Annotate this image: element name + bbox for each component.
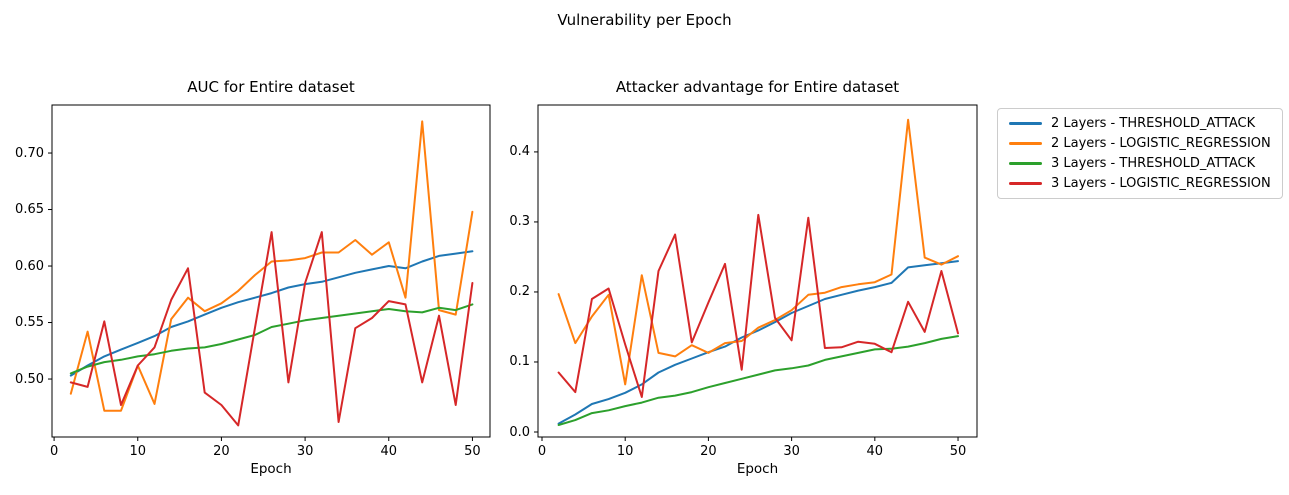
series-line bbox=[69, 231, 474, 427]
legend: 2 Layers - THRESHOLD_ATTACK 2 Layers - L… bbox=[997, 108, 1283, 199]
legend-entry: 2 Layers - THRESHOLD_ATTACK bbox=[998, 116, 1274, 131]
legend-label: 2 Layers - LOGISTIC_REGRESSION bbox=[1051, 136, 1271, 152]
axes-spines bbox=[537, 104, 978, 438]
legend-line-sample-orange bbox=[1009, 142, 1042, 146]
x-tick-label: 20 bbox=[213, 444, 230, 459]
x-tick-label: 0 bbox=[49, 444, 59, 459]
y-tick-label: 0.4 bbox=[509, 144, 530, 160]
legend-line-sample-green bbox=[1009, 161, 1042, 165]
y-tick-label: 0.70 bbox=[15, 145, 44, 161]
x-tick-label: 40 bbox=[866, 444, 884, 459]
y-tick-label: 0.0 bbox=[509, 424, 530, 440]
axes-spines bbox=[51, 104, 491, 438]
series-line bbox=[557, 335, 959, 426]
y-tick-label: 0.60 bbox=[15, 258, 44, 274]
series-line bbox=[69, 250, 474, 377]
y-tick-label: 0.50 bbox=[15, 371, 44, 387]
x-tick-label: 20 bbox=[700, 444, 717, 459]
series-line bbox=[557, 260, 959, 425]
y-tick-label: 0.1 bbox=[509, 354, 530, 370]
x-tick-label: 0 bbox=[537, 444, 547, 459]
legend-label: 3 Layers - THRESHOLD_ATTACK bbox=[1051, 155, 1256, 171]
y-tick-label: 0.3 bbox=[509, 214, 530, 230]
legend-entry: 3 Layers - LOGISTIC_REGRESSION bbox=[998, 176, 1274, 191]
legend-entry: 3 Layers - THRESHOLD_ATTACK bbox=[998, 156, 1274, 171]
x-tick-label: 30 bbox=[783, 444, 800, 459]
figure-title: Vulnerability per Epoch bbox=[557, 11, 732, 29]
legend-label: 2 Layers - THRESHOLD_ATTACK bbox=[1051, 116, 1256, 132]
legend-entry: 2 Layers - LOGISTIC_REGRESSION bbox=[998, 136, 1274, 151]
y-tick-label: 0.2 bbox=[509, 284, 530, 300]
series-line bbox=[557, 118, 959, 386]
series-line bbox=[557, 213, 959, 398]
x-tick-label: 40 bbox=[380, 444, 398, 459]
left-plot-title: AUC for Entire dataset bbox=[187, 78, 355, 96]
x-tick-label: 10 bbox=[129, 444, 147, 459]
right-plot-xlabel: Epoch bbox=[736, 461, 779, 477]
series-line bbox=[69, 303, 474, 375]
x-tick-label: 10 bbox=[616, 444, 634, 459]
left-plot-xlabel: Epoch bbox=[250, 461, 292, 477]
x-tick-label: 50 bbox=[949, 444, 967, 459]
x-tick-label: 30 bbox=[296, 444, 314, 459]
y-tick-label: 0.65 bbox=[15, 202, 44, 218]
legend-label: 3 Layers - LOGISTIC_REGRESSION bbox=[1051, 175, 1271, 191]
legend-line-sample-blue bbox=[1009, 122, 1042, 126]
x-tick-label: 50 bbox=[464, 444, 481, 459]
legend-line-sample-red bbox=[1009, 181, 1042, 185]
y-tick-label: 0.55 bbox=[15, 315, 44, 331]
right-plot-title: Attacker advantage for Entire dataset bbox=[615, 78, 900, 96]
